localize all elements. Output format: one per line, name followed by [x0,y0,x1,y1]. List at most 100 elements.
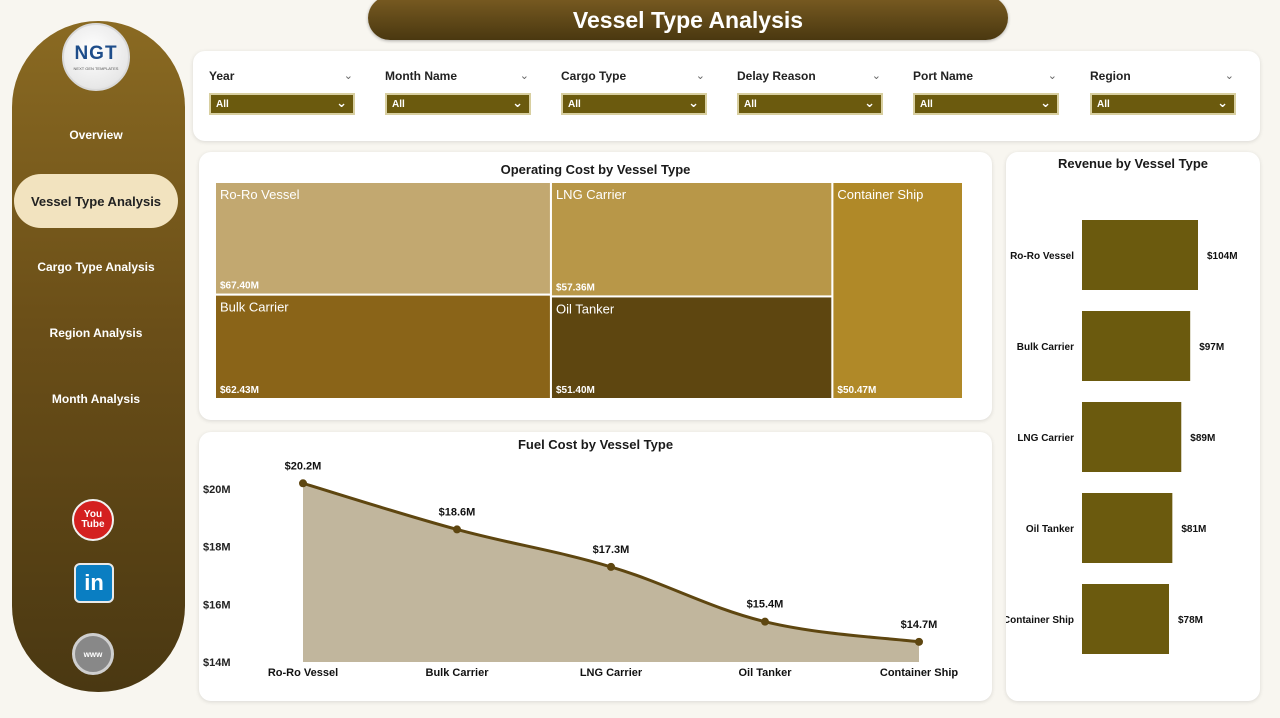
port-name-dropdown[interactable]: All ⌄ [913,93,1059,115]
chevron-down-icon: ⌄ [1217,95,1228,110]
category-label: LNG Carrier [1017,433,1074,444]
data-point[interactable] [299,479,307,488]
delay-reason-dropdown[interactable]: All ⌄ [737,93,883,115]
chevron-down-icon[interactable]: ⌄ [1047,70,1057,82]
filter-label: Cargo Type [561,69,627,83]
cargo-type-dropdown[interactable]: All ⌄ [561,93,707,115]
treemap-tile-container-ship[interactable]: Container Ship $50.47M [831,181,964,400]
filter-region: Region ⌄ All ⌄ [1090,69,1236,115]
operating-cost-card: Operating Cost by Vessel Type Ro-Ro Vess… [199,152,992,420]
chart-title: Operating Cost by Vessel Type [500,162,691,177]
tile-value-label: $67.40M [220,281,259,292]
tile-value-label: $57.36M [556,282,595,293]
data-point[interactable] [761,617,769,626]
dropdown-value: All [392,99,405,110]
region-dropdown[interactable]: All ⌄ [1090,93,1236,115]
x-tick-label: LNG Carrier [580,667,643,679]
x-tick-label: Ro-Ro Vessel [268,667,338,679]
data-label: $18.6M [439,506,476,518]
tile-value-label: $51.40M [556,385,595,396]
operating-cost-treemap: Ro-Ro Vessel $67.40M Bulk Carrier $62.43M LN… [214,181,964,400]
filter-label: Region [1090,69,1131,83]
filter-delay-reason: Delay Reason ⌄ All ⌄ [737,69,883,115]
data-label: $15.4M [747,599,784,611]
chevron-down-icon[interactable]: ⌄ [1224,70,1234,82]
tile-name-label: Ro-Ro Vessel [220,187,300,202]
bar[interactable] [1082,220,1198,290]
treemap-tile-oil-tanker[interactable]: Oil Tanker $51.40M [549,295,834,400]
chart-title: Fuel Cost by Vessel Type [517,437,674,452]
bar-value-label: $97M [1199,342,1224,353]
linkedin-icon[interactable]: in [74,563,114,603]
fuel-cost-card: Fuel Cost by Vessel Type $14M $16M $18M $20… [199,432,992,701]
filter-label: Year [209,69,235,83]
website-globe-icon[interactable]: www [72,633,114,675]
nav-item-vessel-type-analysis[interactable]: Vessel Type Analysis [14,174,178,228]
chevron-down-icon: ⌄ [512,95,523,110]
filter-year: Year ⌄ All ⌄ [209,69,355,115]
filter-label: Delay Reason [737,69,816,83]
filter-panel: Year ⌄ All ⌄ Month Name ⌄ All ⌄ Cargo Type… [193,51,1260,141]
category-label: Ro-Ro Vessel [1010,251,1074,262]
category-label: Oil Tanker [1026,524,1074,535]
area-fill [303,483,919,662]
bar[interactable] [1082,584,1169,654]
chevron-down-icon[interactable]: ⌄ [871,70,881,82]
data-point[interactable] [453,525,461,534]
logo: NGT NEXT GEN TEMPLATES [62,23,130,91]
page-title: Vessel Type Analysis [572,6,804,33]
category-label: Container Ship [1006,615,1074,626]
fuel-cost-area-chart: $14M $16M $18M $20M $20.2M Ro-Ro Vessel $18.6M… [203,460,959,679]
tile-name-label: Bulk Carrier [220,300,289,315]
logo-subtext: NEXT GEN TEMPLATES [73,66,119,71]
year-dropdown[interactable]: All ⌄ [209,93,355,115]
chevron-down-icon[interactable]: ⌄ [343,70,353,82]
y-tick-label: $14M [203,657,231,669]
website-icon-text: www [83,649,103,659]
linkedin-icon-text: in [84,570,104,595]
nav-item-region-analysis[interactable]: Region Analysis [49,326,143,340]
dropdown-value: All [744,99,757,110]
bar-value-label: $81M [1181,524,1206,535]
treemap-tile-lng-carrier[interactable]: LNG Carrier $57.36M [549,181,834,298]
bar[interactable] [1082,311,1191,381]
tile-value-label: $62.43M [220,385,259,396]
tile-name-label: Oil Tanker [556,301,615,316]
chevron-down-icon: ⌄ [336,95,347,110]
data-point[interactable] [607,562,615,571]
x-tick-label: Container Ship [880,667,959,679]
data-point[interactable] [915,637,923,646]
dropdown-value: All [920,99,933,110]
tile-value-label: $50.47M [837,385,876,396]
data-label: $14.7M [901,619,938,631]
nav-item-cargo-type-analysis[interactable]: Cargo Type Analysis [37,260,155,274]
logo-text: NGT [74,43,118,64]
chevron-down-icon: ⌄ [1040,95,1051,110]
youtube-icon[interactable]: You Tube [72,499,114,541]
dropdown-value: All [568,99,581,110]
filter-port-name: Port Name ⌄ All ⌄ [913,69,1059,115]
filter-label: Month Name [385,69,457,83]
y-tick-label: $18M [203,542,231,554]
data-label: $17.3M [593,544,630,556]
bar[interactable] [1082,493,1173,563]
chevron-down-icon[interactable]: ⌄ [695,70,705,82]
filter-month-name: Month Name ⌄ All ⌄ [385,69,531,115]
month-name-dropdown[interactable]: All ⌄ [385,93,531,115]
x-tick-label: Bulk Carrier [426,667,490,679]
dropdown-value: All [216,99,229,110]
treemap-tile-bulk-carrier[interactable]: Bulk Carrier $62.43M [214,293,552,400]
treemap-tile-ro-ro-vessel[interactable]: Ro-Ro Vessel $67.40M [214,181,552,296]
category-label: Bulk Carrier [1017,342,1074,353]
youtube-icon-text: You Tube [81,509,105,530]
chevron-down-icon: ⌄ [688,95,699,110]
dropdown-value: All [1097,99,1110,110]
nav-item-overview[interactable]: Overview [69,128,123,142]
nav-item-month-analysis[interactable]: Month Analysis [51,392,141,406]
bar-value-label: $89M [1190,433,1215,444]
tile-name-label: LNG Carrier [556,187,627,202]
filter-label: Port Name [913,69,974,83]
bar-value-label: $104M [1207,251,1238,262]
chevron-down-icon[interactable]: ⌄ [519,70,529,82]
bar[interactable] [1082,402,1182,472]
